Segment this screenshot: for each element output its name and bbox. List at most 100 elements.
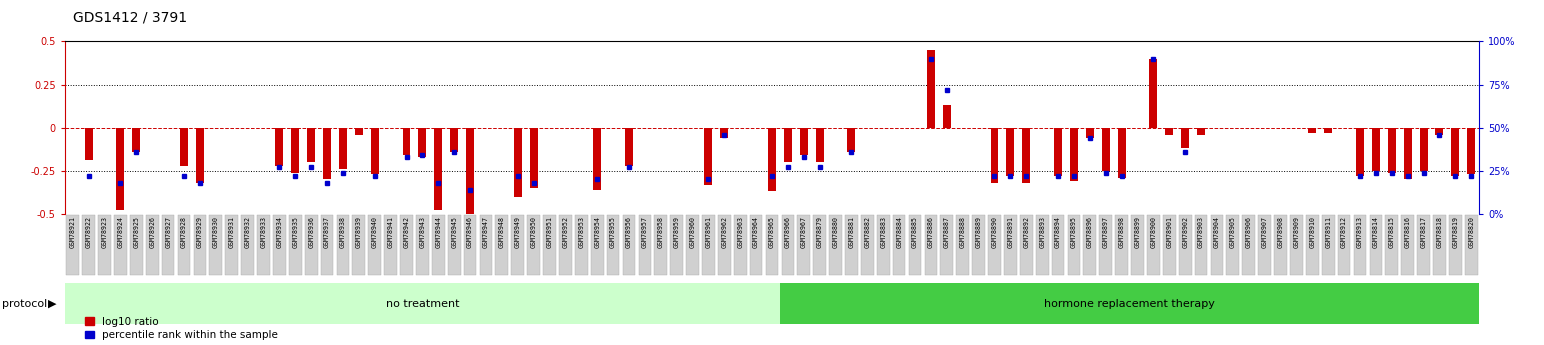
Text: GSM78932: GSM78932: [244, 216, 250, 248]
FancyBboxPatch shape: [1084, 215, 1096, 275]
Text: GSM78943: GSM78943: [420, 216, 426, 248]
Bar: [704, 128, 712, 185]
Bar: [593, 128, 601, 190]
FancyBboxPatch shape: [1465, 215, 1478, 275]
FancyBboxPatch shape: [400, 215, 412, 275]
FancyBboxPatch shape: [258, 215, 270, 275]
FancyBboxPatch shape: [1226, 215, 1240, 275]
Text: GSM78921: GSM78921: [69, 216, 76, 248]
FancyBboxPatch shape: [448, 215, 460, 275]
Bar: [196, 128, 204, 183]
Text: GSM78930: GSM78930: [213, 216, 219, 248]
FancyBboxPatch shape: [892, 215, 905, 275]
FancyBboxPatch shape: [862, 215, 874, 275]
Text: GSM78942: GSM78942: [403, 216, 409, 248]
Text: GSM78891: GSM78891: [1007, 216, 1013, 248]
Text: GSM78958: GSM78958: [658, 216, 664, 248]
FancyBboxPatch shape: [225, 215, 238, 275]
Bar: [943, 105, 951, 128]
Text: GSM78904: GSM78904: [1214, 216, 1220, 248]
Text: GSM78939: GSM78939: [355, 216, 361, 248]
FancyBboxPatch shape: [496, 215, 508, 275]
FancyBboxPatch shape: [703, 215, 715, 275]
Text: GSM78898: GSM78898: [1118, 216, 1124, 248]
Bar: [1102, 128, 1110, 171]
Text: GSM78818: GSM78818: [1436, 216, 1442, 248]
Bar: [133, 128, 141, 152]
Text: hormone replacement therapy: hormone replacement therapy: [1044, 299, 1215, 308]
Text: GSM78953: GSM78953: [579, 216, 584, 248]
Text: GSM78927: GSM78927: [165, 216, 171, 248]
FancyBboxPatch shape: [1021, 215, 1033, 275]
FancyBboxPatch shape: [304, 215, 318, 275]
Text: GSM78907: GSM78907: [1261, 216, 1268, 248]
Text: GSM78941: GSM78941: [388, 216, 394, 248]
FancyBboxPatch shape: [1291, 215, 1303, 275]
FancyBboxPatch shape: [1178, 215, 1192, 275]
FancyBboxPatch shape: [130, 215, 142, 275]
Text: GSM78926: GSM78926: [150, 216, 156, 248]
FancyBboxPatch shape: [543, 215, 556, 275]
Bar: [1373, 128, 1380, 171]
FancyBboxPatch shape: [1322, 215, 1334, 275]
FancyBboxPatch shape: [559, 215, 571, 275]
Bar: [340, 128, 347, 169]
FancyBboxPatch shape: [463, 215, 477, 275]
Bar: [767, 128, 777, 191]
FancyBboxPatch shape: [352, 215, 366, 275]
Text: GSM78882: GSM78882: [865, 216, 871, 248]
FancyBboxPatch shape: [1099, 215, 1112, 275]
Text: GSM78967: GSM78967: [801, 216, 808, 248]
Text: GSM78964: GSM78964: [753, 216, 760, 248]
FancyBboxPatch shape: [718, 215, 730, 275]
Text: GSM78946: GSM78946: [468, 216, 472, 248]
Text: GSM78883: GSM78883: [880, 216, 886, 248]
FancyBboxPatch shape: [1147, 215, 1160, 275]
FancyBboxPatch shape: [1051, 215, 1064, 275]
FancyBboxPatch shape: [145, 215, 159, 275]
FancyBboxPatch shape: [733, 215, 747, 275]
Text: GSM78820: GSM78820: [1468, 216, 1475, 248]
Text: GSM78928: GSM78928: [181, 216, 187, 248]
Text: GSM78955: GSM78955: [610, 216, 616, 248]
Text: GSM78881: GSM78881: [849, 216, 854, 248]
FancyBboxPatch shape: [574, 215, 588, 275]
Bar: [418, 128, 426, 157]
FancyBboxPatch shape: [797, 215, 811, 275]
Text: GSM78879: GSM78879: [817, 216, 823, 248]
Text: ▶: ▶: [48, 299, 57, 308]
FancyBboxPatch shape: [528, 215, 540, 275]
Text: GSM78899: GSM78899: [1135, 216, 1141, 248]
Text: GSM78923: GSM78923: [102, 216, 108, 248]
Bar: [848, 128, 855, 152]
Text: GSM78894: GSM78894: [1055, 216, 1061, 248]
FancyBboxPatch shape: [607, 215, 619, 275]
Text: GSM78905: GSM78905: [1231, 216, 1235, 248]
Bar: [1325, 128, 1332, 133]
FancyBboxPatch shape: [1448, 215, 1462, 275]
FancyBboxPatch shape: [814, 215, 826, 275]
Bar: [371, 128, 378, 174]
Text: GSM78913: GSM78913: [1357, 216, 1363, 248]
Bar: [1007, 128, 1014, 176]
FancyBboxPatch shape: [1258, 215, 1271, 275]
FancyBboxPatch shape: [511, 215, 523, 275]
Text: GSM78966: GSM78966: [784, 216, 791, 248]
FancyBboxPatch shape: [1132, 215, 1144, 275]
Bar: [1181, 128, 1189, 148]
Bar: [625, 128, 633, 166]
Bar: [1070, 128, 1078, 181]
Text: GSM78910: GSM78910: [1309, 216, 1315, 248]
Bar: [307, 128, 315, 162]
Text: GSM78888: GSM78888: [960, 216, 965, 248]
Text: GSM78947: GSM78947: [483, 216, 489, 248]
Text: GSM78940: GSM78940: [372, 216, 378, 248]
Text: GSM78897: GSM78897: [1102, 216, 1109, 248]
FancyBboxPatch shape: [973, 215, 985, 275]
FancyBboxPatch shape: [193, 215, 207, 275]
FancyBboxPatch shape: [1417, 215, 1430, 275]
Text: GSM78933: GSM78933: [261, 216, 267, 248]
Bar: [815, 128, 823, 162]
Text: GSM78896: GSM78896: [1087, 216, 1093, 248]
FancyBboxPatch shape: [99, 215, 111, 275]
